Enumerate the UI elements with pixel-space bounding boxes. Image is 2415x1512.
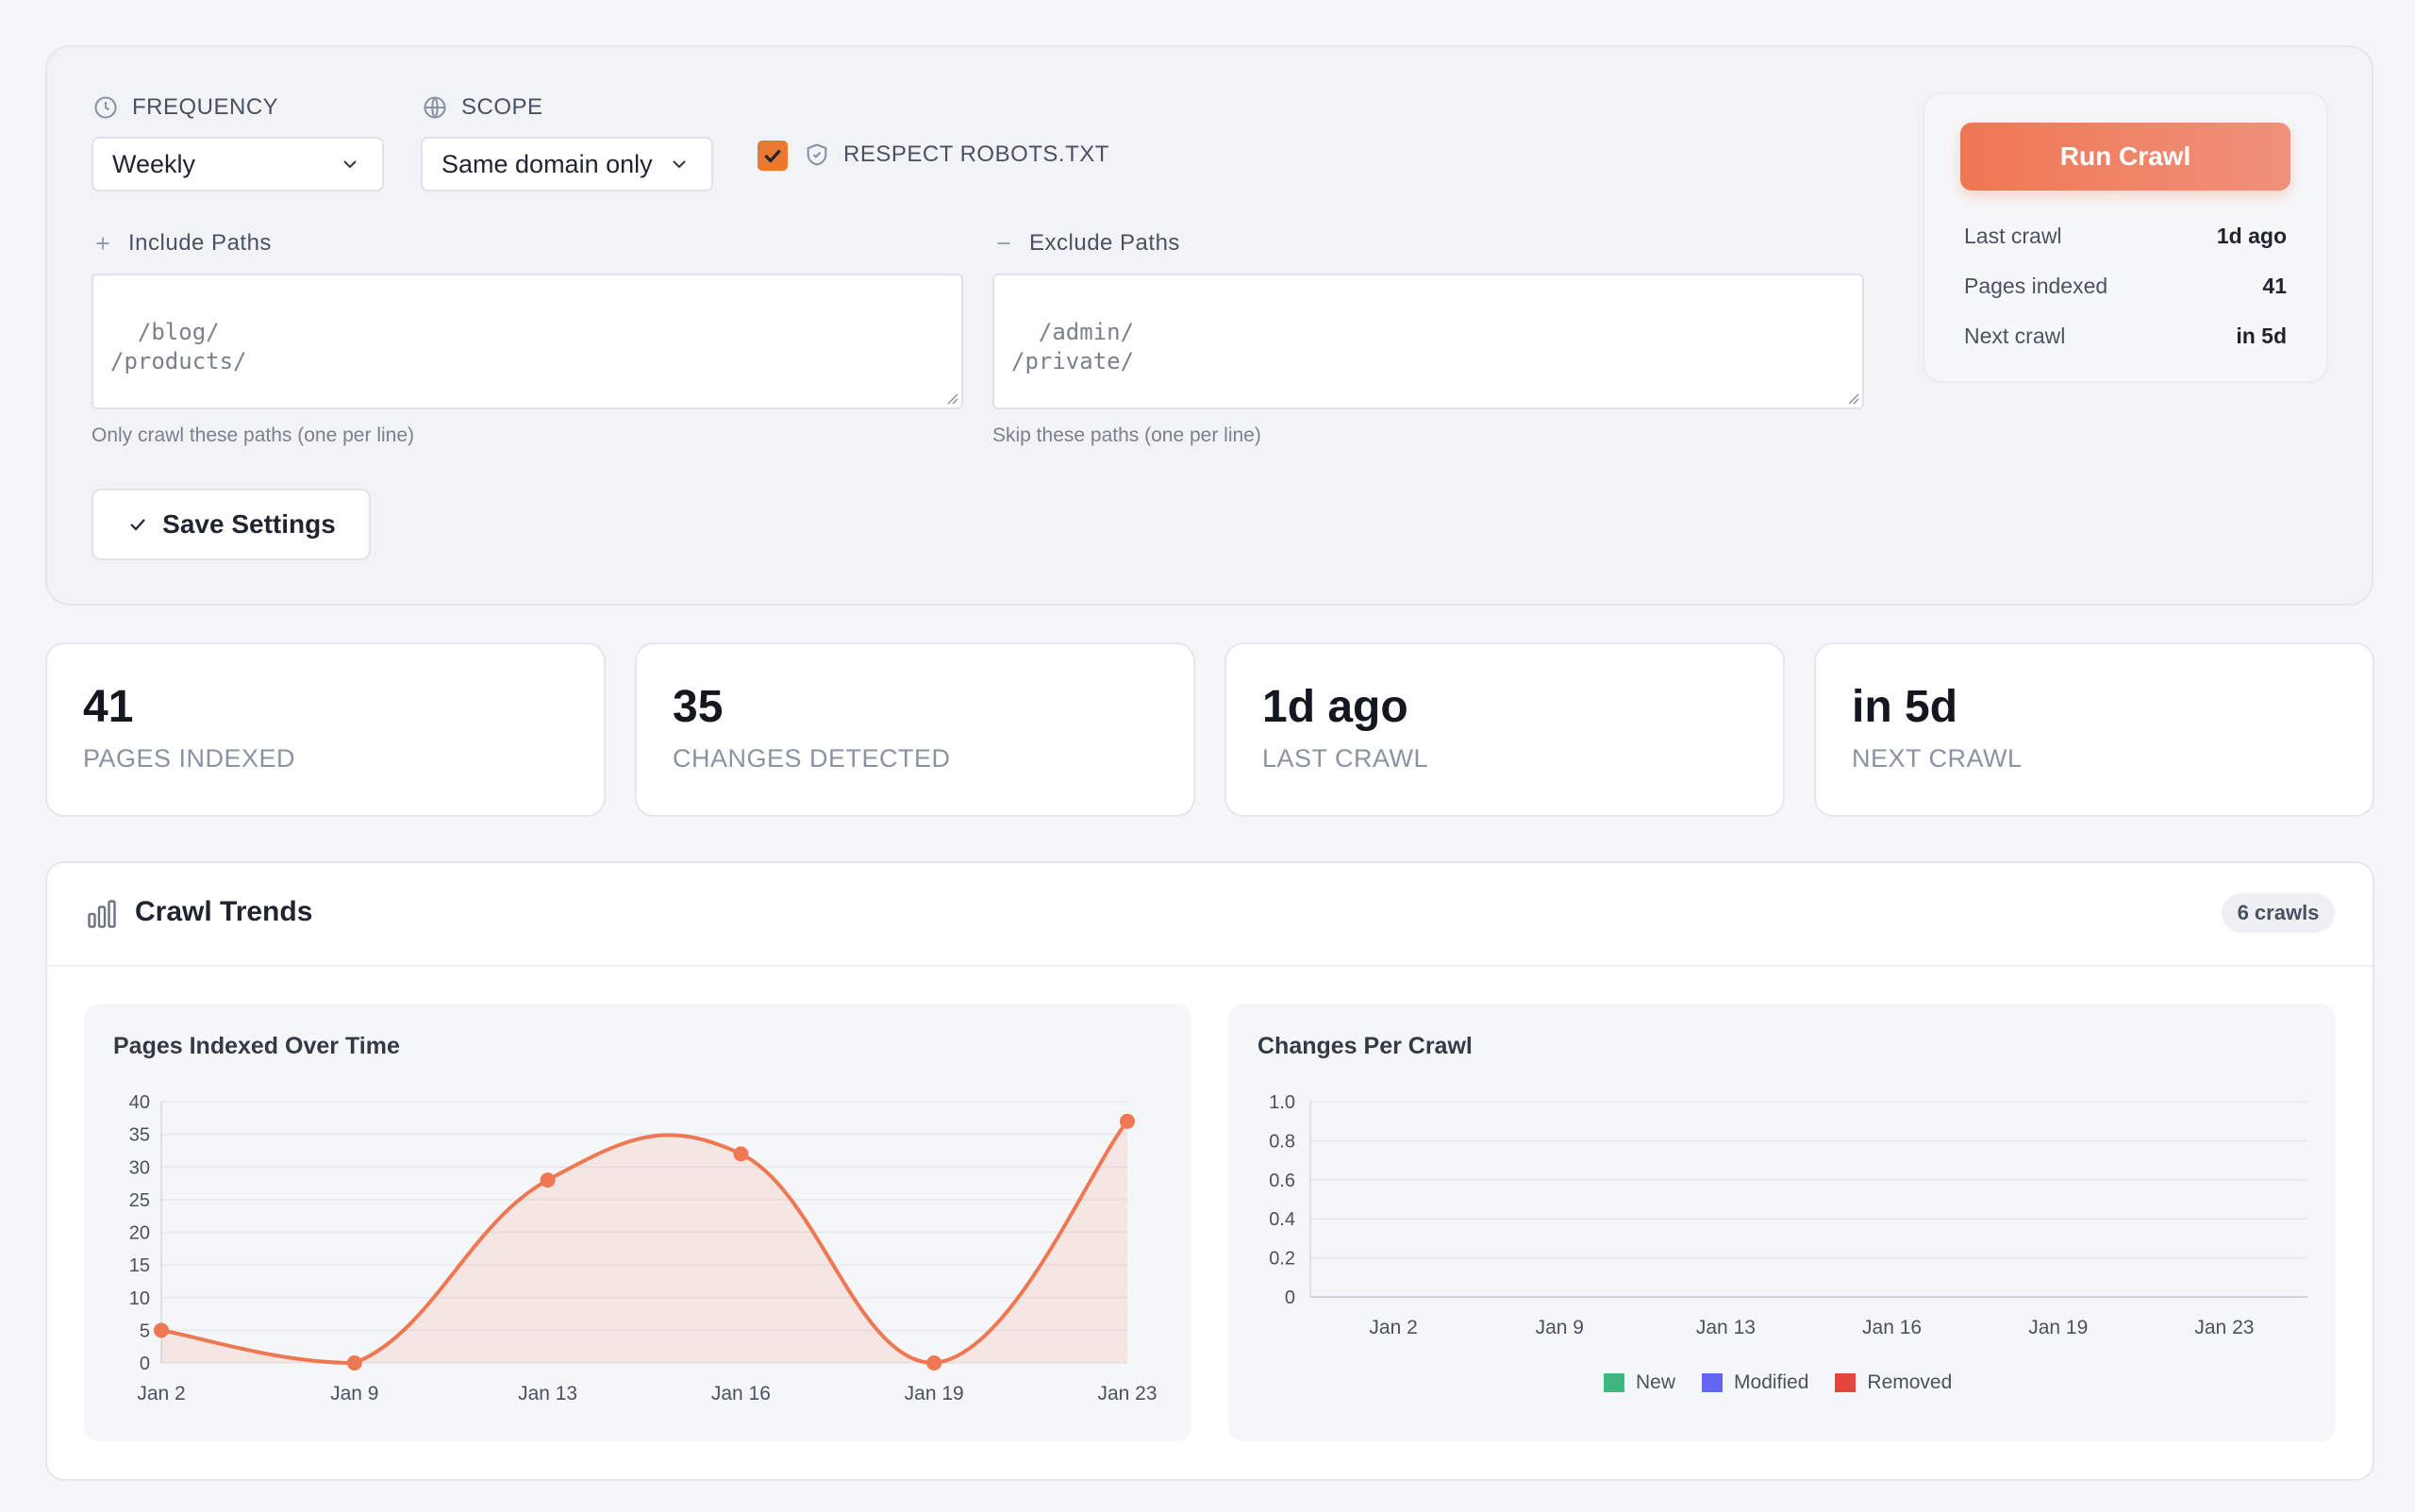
- check-icon: [764, 149, 781, 163]
- legend-swatch: [1604, 1373, 1624, 1392]
- robots-label[interactable]: RESPECT ROBOTS.TXT: [804, 141, 1109, 168]
- globe-icon: [424, 96, 446, 119]
- stat-card-changes-detected: [635, 642, 1195, 817]
- y-tick-label: 1.0: [1269, 1092, 1295, 1113]
- x-tick-label: Jan 2: [1369, 1317, 1417, 1338]
- chart-title: Changes Per Crawl: [1257, 1033, 1473, 1059]
- x-tick-label: Jan 2: [137, 1383, 185, 1404]
- pages-indexed-chart-card: [84, 1004, 1191, 1441]
- resize-handle-icon[interactable]: [1846, 391, 1859, 405]
- x-tick-label: Jan 9: [1536, 1317, 1584, 1338]
- legend-swatch: [1702, 1373, 1724, 1392]
- scope-select[interactable]: Same domain only: [421, 137, 713, 191]
- x-tick-label: Jan 13: [518, 1383, 577, 1404]
- y-tick-label: 35: [129, 1125, 150, 1146]
- y-tick-label: 5: [140, 1321, 150, 1341]
- legend-swatch: [1835, 1373, 1857, 1392]
- include-paths-label: Include Paths: [92, 230, 272, 257]
- x-tick-label: Jan 16: [711, 1383, 771, 1404]
- stat-card-pages-indexed: [45, 642, 606, 817]
- changes-per-crawl-chart: 0 0.2 0.4 0.6 0.8 1.0 Jan 2 Jan 9 Jan 13 Jan 16 Ja…: [1269, 1092, 2307, 1338]
- y-tick-label: 40: [129, 1092, 150, 1113]
- legend-item-modified[interactable]: Modified: [1702, 1371, 1808, 1394]
- changes-per-crawl-chart-card: [1228, 1004, 2336, 1441]
- stat-value: 1d ago: [1262, 682, 1408, 732]
- y-tick-label: 0: [1285, 1288, 1295, 1308]
- clock-icon: [94, 96, 117, 119]
- y-tick-label: 10: [129, 1288, 150, 1309]
- include-paths-hint: Only crawl these paths (one per line): [92, 424, 414, 446]
- stat-label: NEXT CRAWL: [1852, 744, 2023, 773]
- exclude-paths-hint: Skip these paths (one per line): [992, 424, 1261, 446]
- save-settings-button[interactable]: Save Settings: [92, 489, 371, 560]
- pages-indexed-chart: 0 5 10 15 20 25 30 35 40 Jan 2 Jan 9 Jan 13 Jan 16 Ja…: [129, 1092, 1158, 1404]
- y-tick-label: 0.8: [1269, 1131, 1295, 1152]
- run-crawl-button[interactable]: Run Crawl: [1960, 123, 2290, 191]
- data-point[interactable]: [926, 1355, 942, 1371]
- shield-icon: [807, 143, 827, 166]
- last-crawl-row: Last crawl 1d ago: [1964, 224, 2287, 248]
- include-paths-input[interactable]: /blog/ /products/: [92, 274, 963, 409]
- resize-handle-icon[interactable]: [945, 391, 958, 405]
- x-tick-label: Jan 13: [1696, 1317, 1756, 1338]
- crawl-trends-title: Crawl Trends: [135, 896, 313, 927]
- check-icon: [130, 519, 145, 531]
- stat-value: 35: [673, 682, 724, 732]
- y-tick-label: 30: [129, 1157, 150, 1178]
- y-tick-label: 0.6: [1269, 1171, 1295, 1191]
- stat-value: in 5d: [1852, 682, 1958, 732]
- y-tick-label: 0.2: [1269, 1249, 1295, 1270]
- stat-card-next-crawl: [1814, 642, 2374, 817]
- x-tick-label: Jan 23: [1097, 1383, 1157, 1404]
- chevron-down-icon: [673, 160, 686, 169]
- chart-title: Pages Indexed Over Time: [113, 1033, 400, 1059]
- data-point[interactable]: [1120, 1113, 1135, 1129]
- exclude-paths-label: Exclude Paths: [993, 230, 1180, 257]
- plus-icon: [96, 237, 109, 250]
- chart-legend: New Modified Removed: [1604, 1371, 1952, 1394]
- stat-label: LAST CRAWL: [1262, 744, 1429, 773]
- data-point[interactable]: [346, 1355, 362, 1371]
- legend-item-removed[interactable]: Removed: [1835, 1371, 1952, 1394]
- pages-indexed-row: Pages indexed 41: [1964, 274, 2287, 298]
- area-fill: [161, 1121, 1127, 1363]
- stat-label: CHANGES DETECTED: [673, 744, 951, 773]
- bar-chart-icon: [88, 900, 116, 928]
- chevron-down-icon: [343, 160, 357, 169]
- data-point[interactable]: [154, 1322, 169, 1338]
- y-tick-label: 0: [140, 1354, 150, 1374]
- y-tick-label: 0.4: [1269, 1209, 1295, 1230]
- stat-value: 41: [83, 682, 134, 732]
- robots-checkbox[interactable]: [758, 141, 788, 171]
- y-tick-label: 25: [129, 1190, 150, 1211]
- x-tick-label: Jan 16: [1862, 1317, 1922, 1338]
- x-tick-label: Jan 19: [2028, 1317, 2088, 1338]
- y-tick-label: 20: [129, 1223, 150, 1244]
- x-tick-label: Jan 19: [905, 1383, 964, 1404]
- exclude-paths-input[interactable]: /admin/ /private/: [992, 274, 1864, 409]
- next-crawl-row: Next crawl in 5d: [1964, 324, 2287, 348]
- data-point[interactable]: [540, 1172, 556, 1188]
- minus-icon: [997, 242, 1010, 244]
- x-tick-label: Jan 23: [2194, 1317, 2254, 1338]
- data-point[interactable]: [733, 1146, 749, 1162]
- section-divider: [47, 965, 2373, 967]
- legend-item-new[interactable]: New: [1604, 1371, 1675, 1394]
- x-tick-label: Jan 9: [330, 1383, 378, 1404]
- frequency-select[interactable]: Weekly: [92, 137, 384, 191]
- stat-card-last-crawl: [1224, 642, 1785, 817]
- crawl-count-badge: 6 crawls: [2222, 893, 2335, 933]
- frequency-label: FREQUENCY: [92, 94, 278, 121]
- scope-label: SCOPE: [422, 94, 543, 121]
- y-tick-label: 15: [129, 1255, 150, 1276]
- stat-label: PAGES INDEXED: [83, 744, 296, 773]
